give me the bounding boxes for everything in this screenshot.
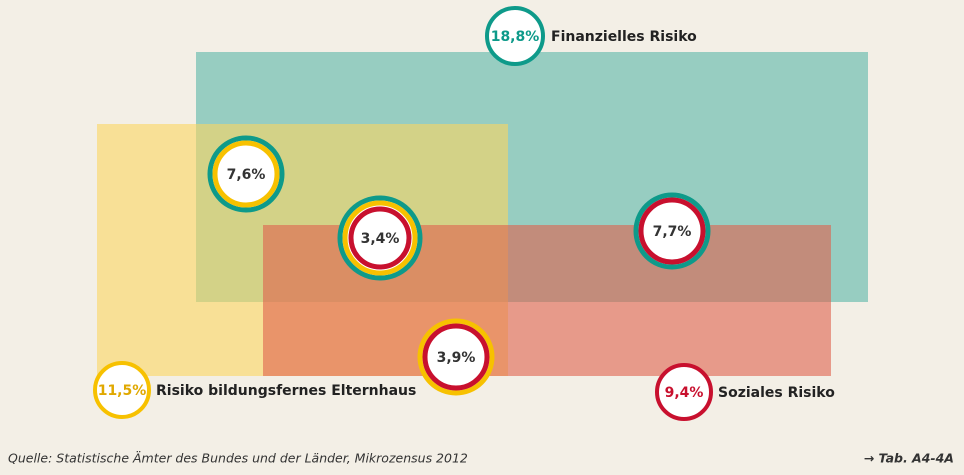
set-value: 11,5% bbox=[98, 383, 147, 399]
reference: → Tab. A4-4A bbox=[864, 451, 954, 466]
set-circle bbox=[655, 363, 713, 421]
set-circle bbox=[93, 361, 151, 419]
intersection-circle bbox=[212, 140, 280, 208]
intersection-value: 7,7% bbox=[653, 224, 692, 240]
intersection-circle bbox=[348, 206, 412, 270]
set-label: Risiko bildungsfernes Elternhaus bbox=[156, 383, 416, 399]
set-circle bbox=[485, 6, 545, 66]
set-label: Finanzielles Risiko bbox=[551, 29, 697, 45]
intersection-value: 3,4% bbox=[361, 231, 400, 247]
set-value: 18,8% bbox=[491, 29, 540, 45]
intersection-circle bbox=[422, 323, 490, 391]
source: Quelle: Statistische Ämter des Bundes un… bbox=[8, 451, 468, 466]
set-value: 9,4% bbox=[665, 385, 704, 401]
intersection-value: 3,9% bbox=[437, 350, 476, 366]
set-label: Soziales Risiko bbox=[718, 385, 835, 401]
intersection-circle bbox=[638, 197, 706, 265]
intersection-value: 7,6% bbox=[227, 167, 266, 183]
